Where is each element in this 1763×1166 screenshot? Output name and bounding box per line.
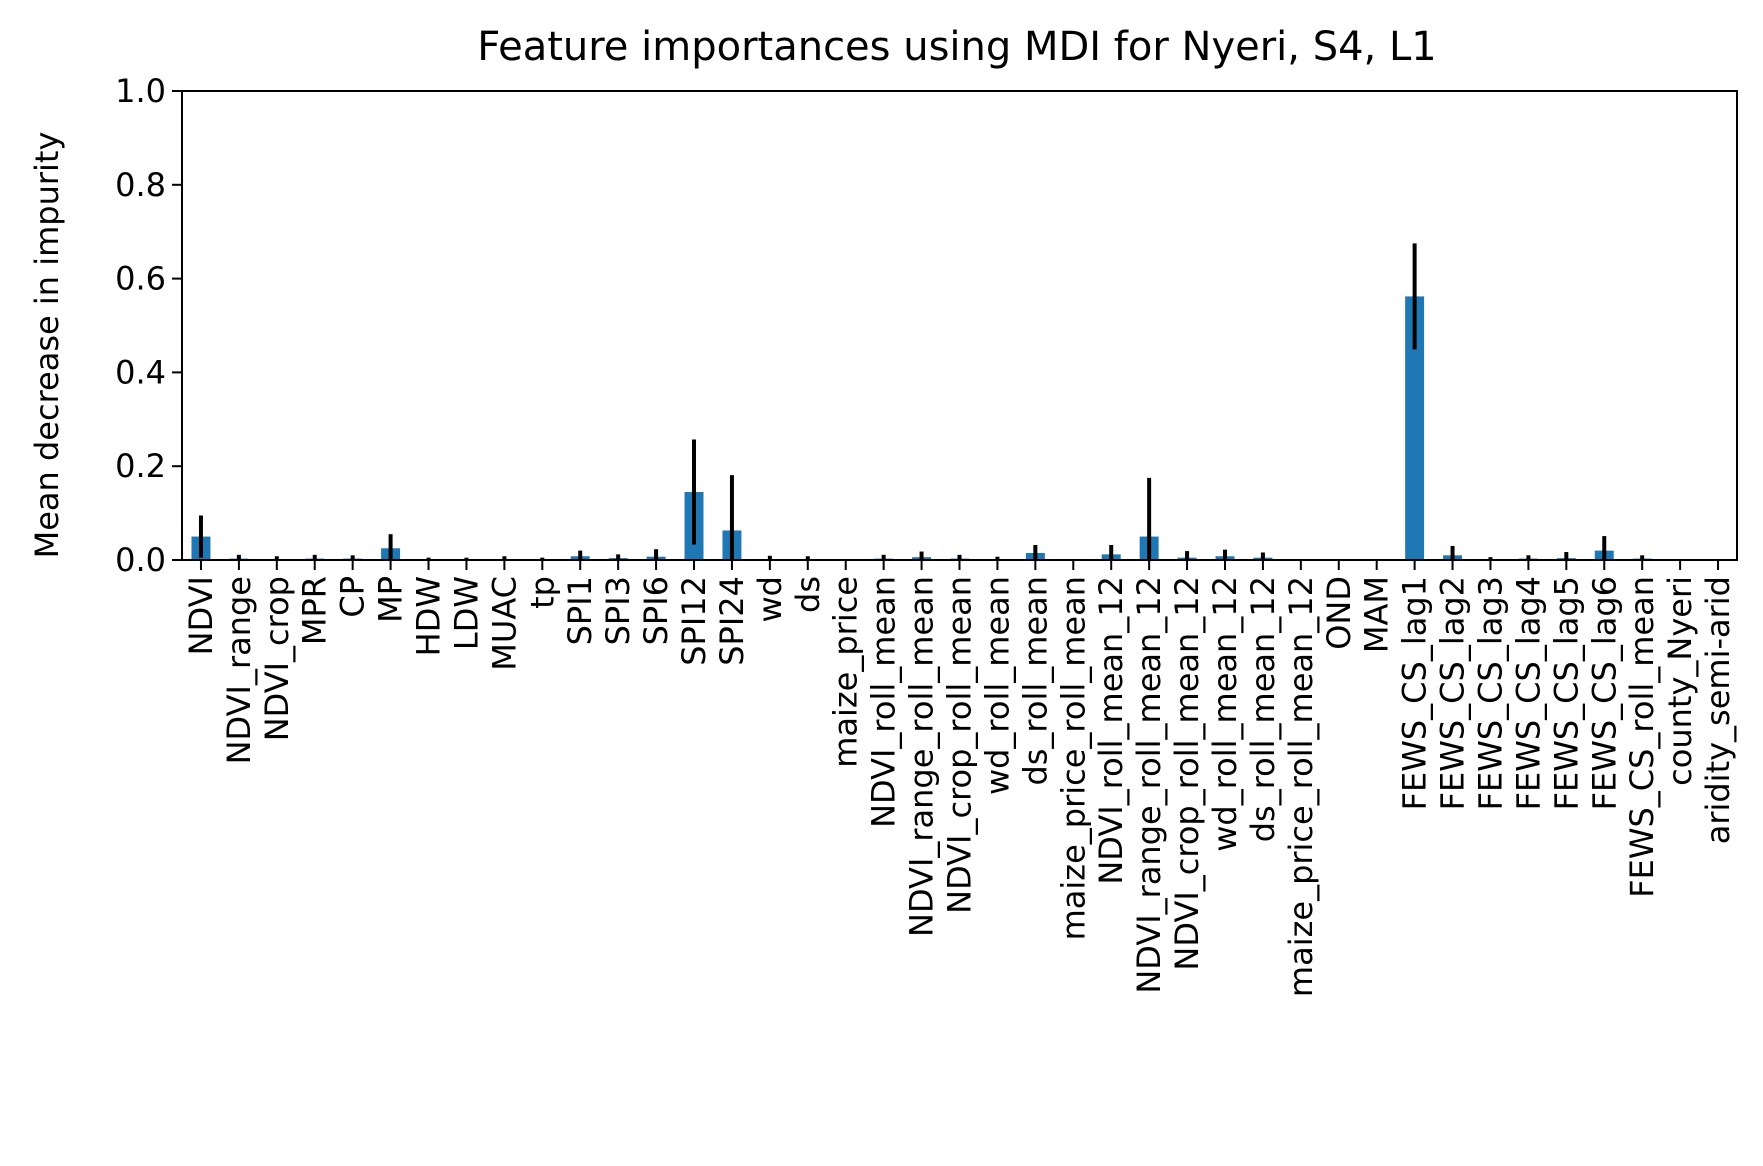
y-tick-label: 0.6 [115, 260, 166, 298]
x-tick-label: tp [523, 576, 561, 609]
x-tick-label: FEWS_CS_lag6 [1585, 576, 1623, 810]
x-tick-label: SPI6 [637, 576, 675, 645]
x-tick-label: SPI24 [713, 576, 751, 666]
x-tick-label: SPI1 [561, 576, 599, 645]
y-tick-label: 0.8 [115, 166, 166, 204]
x-tick-label: wd [751, 576, 789, 622]
x-tick-label: ds_roll_mean [1016, 576, 1054, 786]
bar-FEWS_CS_lag1 [1405, 296, 1425, 560]
x-tick-label: NDVI_crop_roll_mean [941, 576, 979, 914]
y-tick-label: 0.4 [115, 353, 166, 391]
x-tick-label: FEWS_CS_roll_mean [1623, 576, 1661, 898]
x-tick-label: FEWS_CS_lag3 [1471, 576, 1509, 810]
x-tick-label: MPR [296, 576, 334, 645]
x-tick-label: SPI12 [675, 576, 713, 666]
y-tick-label: 0.0 [115, 541, 166, 579]
x-tick-label: NDVI_range_roll_mean_12 [1130, 576, 1168, 994]
x-tick-label: ds [789, 576, 827, 613]
x-tick-label: NDVI_range [220, 576, 258, 764]
x-tick-label: MUAC [485, 576, 523, 671]
x-tick-label: MAM [1358, 576, 1396, 653]
chart-title: Feature importances using MDI for Nyeri,… [477, 24, 1436, 70]
x-tick-label: FEWS_CS_lag5 [1547, 576, 1585, 810]
x-tick-label: wd_roll_mean_12 [1206, 576, 1244, 852]
x-tick-label: NDVI_crop [258, 576, 296, 741]
y-axis-label: Mean decrease in impurity [28, 132, 66, 559]
x-tick-label: SPI3 [599, 576, 637, 645]
x-tick-label: NDVI [182, 576, 220, 655]
x-tick-label: county_Nyeri [1661, 576, 1699, 786]
plot-frame [181, 90, 1738, 561]
x-tick-label: FEWS_CS_lag2 [1434, 576, 1472, 810]
x-tick-label: NDVI_range_roll_mean [903, 576, 941, 937]
x-tick-label: wd_roll_mean [978, 576, 1016, 795]
x-tick-label: NDVI_crop_roll_mean_12 [1168, 576, 1206, 971]
y-tick-label: 1.0 [115, 72, 166, 110]
x-tick-label: MP [372, 576, 410, 623]
bars-layer [191, 296, 1652, 560]
x-tick-label: FEWS_CS_lag4 [1509, 576, 1547, 810]
x-tick-label: aridity_semi-arid [1699, 576, 1737, 844]
x-ticks: NDVI NDVI_range NDVI_crop MPR CP MP HDW LDW MUAC… [182, 560, 1737, 997]
y-tick-label: 0.2 [115, 447, 166, 485]
x-tick-label: NDVI_roll_mean_12 [1092, 576, 1130, 885]
error-bars-layer [198, 243, 1645, 560]
x-tick-label: CP [334, 576, 372, 618]
x-tick-label: HDW [410, 576, 448, 656]
x-tick-label: ds_roll_mean_12 [1244, 576, 1282, 842]
x-tick-label: NDVI_roll_mean [865, 576, 903, 828]
x-tick-label: maize_price_roll_mean_12 [1282, 576, 1320, 997]
x-tick-label: FEWS_CS_lag1 [1396, 576, 1434, 810]
x-tick-label: maize_price [827, 576, 865, 768]
x-tick-label: OND [1320, 576, 1358, 650]
y-ticks: 0.0 0.2 0.4 0.6 0.8 1.0 [115, 72, 182, 579]
x-tick-label: maize_price_roll_mean [1054, 576, 1092, 940]
x-tick-label: LDW [447, 576, 485, 650]
